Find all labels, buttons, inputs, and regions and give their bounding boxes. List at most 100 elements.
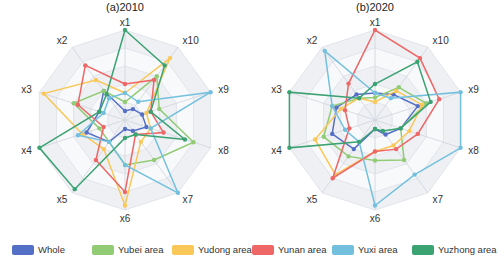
axis-label: x1 [370, 17, 381, 28]
series-point [123, 91, 127, 95]
series-point [357, 96, 361, 100]
axis-spoke [39, 120, 125, 148]
series-point [407, 129, 411, 133]
series-point [107, 140, 111, 144]
series-point [373, 28, 377, 32]
series-point [373, 149, 377, 153]
series-point [330, 176, 334, 180]
series-point [373, 100, 377, 104]
series-point [323, 49, 327, 53]
axis-label: x7 [183, 194, 194, 205]
series-point [76, 103, 80, 107]
series-point [416, 104, 420, 108]
series-point [101, 111, 105, 115]
legend-item: Yuzhong area [412, 244, 497, 255]
series-point [343, 108, 347, 112]
series-point [37, 146, 41, 150]
series-point [346, 81, 350, 85]
axis-label: x2 [57, 35, 68, 46]
axis-label: x9 [218, 84, 229, 95]
axis-spoke [375, 30, 376, 120]
axis-label: x10 [433, 35, 450, 46]
series-point [123, 127, 127, 131]
series-point [76, 133, 80, 137]
series-point [94, 158, 98, 162]
series-point [162, 63, 166, 67]
axis-label: x8 [468, 145, 479, 156]
series-point [287, 146, 291, 150]
series-point [357, 140, 361, 144]
series-point [398, 126, 402, 130]
series-point [139, 140, 143, 144]
series-point [383, 132, 387, 136]
plot-area [37, 28, 213, 208]
series-point [357, 96, 361, 100]
series-point [339, 107, 343, 111]
series-point [97, 126, 101, 130]
series-line [74, 76, 194, 165]
series-point [389, 96, 393, 100]
series-point [437, 97, 441, 101]
series-point [418, 56, 422, 60]
series-point [123, 100, 127, 104]
chart-title: (b)2020 [356, 1, 394, 13]
axis-label: x2 [307, 35, 318, 46]
series-point [420, 103, 424, 107]
legend-item: Yuxi area [332, 244, 398, 255]
series-point [152, 158, 156, 162]
axis-spoke [125, 30, 126, 120]
chart-root: (a)2010x1x2x3x4x5x6x7x8x9x10(b)2020x1x2x… [0, 0, 500, 264]
series-point [131, 107, 135, 111]
series-line [78, 92, 211, 193]
axis-label: x3 [21, 84, 32, 95]
series-point [343, 128, 347, 132]
series-point [397, 85, 401, 89]
legend-label: Whole [38, 244, 65, 255]
axis-label: x1 [120, 17, 131, 28]
series-point [97, 109, 101, 113]
axis-label: x9 [468, 84, 479, 95]
series-point [381, 129, 385, 133]
series-point [102, 147, 106, 151]
grid-ring [289, 30, 460, 210]
axis-label: x5 [57, 194, 68, 205]
series-point [157, 107, 161, 111]
series-point [208, 90, 212, 94]
series-point [354, 92, 358, 96]
radar-chart: (b)2020x1x2x3x4x5x6x7x8x9x10 [271, 1, 479, 224]
axis-label: x8 [218, 145, 229, 156]
series-point [102, 89, 106, 93]
series-point [373, 149, 377, 153]
series-point [176, 191, 180, 195]
series-point [398, 126, 402, 130]
series-line [289, 62, 430, 148]
series-point [123, 136, 127, 140]
series-point [313, 137, 317, 141]
series-point [168, 56, 172, 60]
legend-label: Yunan area [278, 244, 327, 255]
series-point [357, 96, 361, 100]
axis-label: x6 [370, 213, 381, 224]
series-point [123, 82, 127, 86]
series-line [86, 91, 146, 142]
series-point [144, 125, 148, 129]
legend-swatch [12, 245, 34, 255]
series-point [321, 134, 325, 138]
series-point [330, 132, 334, 136]
series-point [330, 104, 334, 108]
series-point [287, 90, 291, 94]
series-point [144, 111, 148, 115]
series-point [373, 91, 377, 95]
series-point [416, 132, 420, 136]
series-point [394, 89, 398, 93]
series-point [136, 100, 140, 104]
series-line [44, 58, 170, 205]
series-point [398, 126, 402, 130]
series-point [391, 143, 395, 147]
axis-spoke [39, 92, 125, 120]
series-point [148, 126, 152, 130]
plot-area [287, 28, 463, 208]
series-point [104, 92, 108, 96]
series-point [133, 132, 137, 136]
chart-title: (a)2010 [106, 1, 144, 13]
